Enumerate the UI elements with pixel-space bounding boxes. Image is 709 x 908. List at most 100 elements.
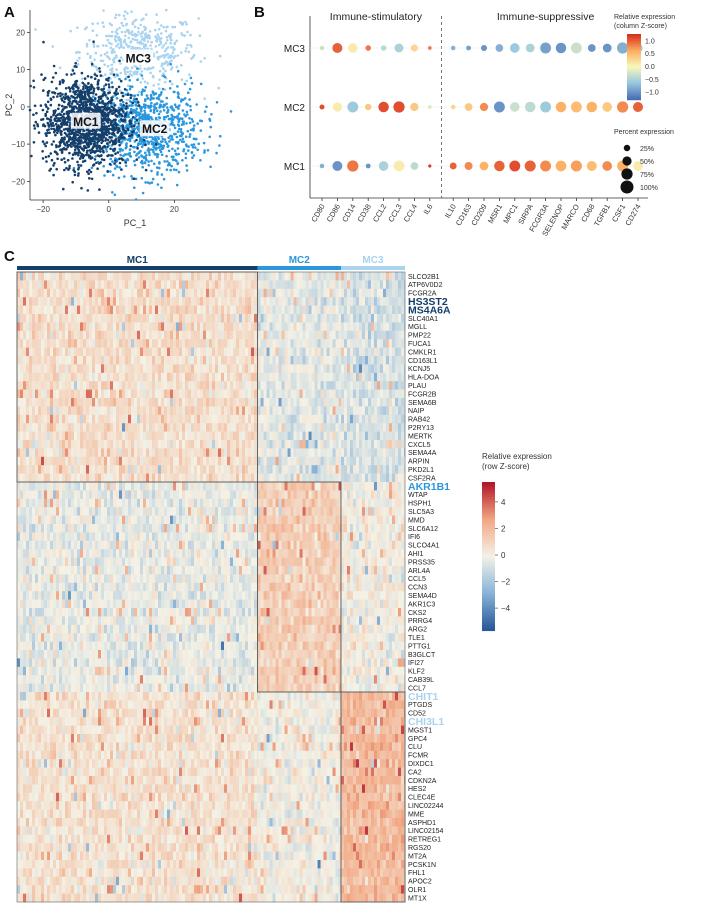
- point-mc1: [106, 97, 110, 100]
- point-mc2: [97, 116, 100, 119]
- heatmap-cell: [119, 347, 123, 357]
- point-mc2: [182, 148, 186, 151]
- point-mc1: [123, 114, 127, 118]
- point-mc1: [90, 117, 93, 120]
- dot: [347, 101, 359, 113]
- point-mc2: [142, 117, 145, 121]
- point-mc2: [168, 128, 171, 132]
- point-mc3: [101, 21, 104, 25]
- heatmap-cell: [224, 339, 228, 348]
- heatmap-cell: [170, 297, 174, 306]
- point-mc2: [203, 151, 206, 154]
- heatmap-cell: [80, 288, 84, 298]
- point-mc1: [140, 121, 144, 124]
- heatmap-cell: [287, 305, 291, 315]
- point-mc1: [74, 145, 78, 148]
- point-mc2: [120, 140, 124, 143]
- point-mc3: [163, 56, 166, 59]
- point-mc2: [139, 119, 143, 123]
- heatmap-cell: [182, 389, 186, 399]
- heatmap-cell: [161, 339, 165, 348]
- point-mc3: [203, 57, 206, 60]
- point-mc2: [199, 159, 202, 162]
- point-mc3: [114, 54, 118, 57]
- point-mc1: [87, 119, 91, 123]
- point-mc1: [90, 116, 94, 120]
- point-mc1: [124, 112, 128, 115]
- heatmap-cell: [254, 381, 258, 390]
- point-mc1: [93, 104, 96, 108]
- point-mc1: [122, 128, 126, 132]
- point-mc1: [63, 123, 66, 126]
- size-legend-dot: [622, 156, 632, 166]
- heatmap-cell: [373, 297, 378, 306]
- point-mc2: [162, 109, 166, 112]
- heatmap-cell: [349, 305, 354, 315]
- heatmap-cell: [62, 297, 66, 306]
- heatmap-cell: [146, 364, 150, 374]
- heatmap-cell: [164, 322, 168, 332]
- point-mc1: [106, 106, 110, 109]
- heatmap-cell: [59, 398, 63, 407]
- heatmap-cell: [346, 305, 351, 315]
- point-mc2: [137, 128, 141, 132]
- heatmap-cell: [391, 398, 396, 407]
- point-mc3: [139, 53, 143, 56]
- point-mc1: [77, 120, 80, 124]
- heatmap-cell: [203, 288, 207, 298]
- heatmap-cell: [167, 288, 171, 298]
- point-mc1: [79, 134, 82, 138]
- heatmap-cell: [323, 364, 327, 374]
- point-mc2: [137, 113, 140, 117]
- point-mc3: [109, 77, 112, 80]
- point-mc2: [126, 153, 130, 156]
- heatmap-cell: [257, 305, 258, 315]
- heatmap-cell: [317, 288, 321, 298]
- heatmap-cell: [266, 272, 270, 281]
- point-mc1: [91, 85, 94, 89]
- heatmap-cell: [197, 272, 201, 281]
- colorbar-segment: [627, 98, 641, 101]
- point-mc1: [95, 74, 99, 78]
- point-mc1: [74, 130, 78, 133]
- heatmap-cell: [83, 314, 87, 323]
- point-mc1: [131, 116, 135, 119]
- point-mc2: [122, 129, 126, 132]
- point-mc1: [78, 140, 82, 143]
- point-mc2: [133, 140, 137, 143]
- point-mc1: [101, 119, 105, 123]
- point-mc2: [179, 138, 182, 142]
- heatmap-cell: [29, 314, 33, 323]
- point-mc1: [49, 118, 52, 121]
- point-mc1: [106, 128, 109, 131]
- point-mc1: [101, 113, 105, 116]
- heatmap-cell: [293, 288, 297, 298]
- point-mc1: [79, 124, 83, 128]
- heatmap-cell: [385, 280, 390, 290]
- heatmap-cell: [68, 272, 72, 281]
- heatmap-cell: [245, 322, 249, 332]
- heatmap-cell: [257, 330, 258, 340]
- point-mc1: [100, 119, 104, 122]
- heatmap-cell: [275, 364, 279, 374]
- heatmap-cell: [95, 305, 99, 315]
- heatmap-cell: [302, 372, 306, 382]
- point-mc3: [138, 55, 141, 58]
- heatmap-cell: [38, 322, 42, 332]
- heatmap-cell: [373, 389, 378, 399]
- point-mc3: [168, 60, 172, 64]
- heatmap-cell: [173, 356, 177, 365]
- point-mc1: [94, 116, 98, 119]
- point-mc2: [163, 75, 167, 79]
- heatmap-cell: [215, 364, 219, 374]
- heatmap-cell: [224, 272, 228, 281]
- point-mc2: [132, 98, 136, 102]
- point-mc1: [66, 145, 69, 149]
- point-mc3: [132, 63, 136, 67]
- heatmap-cell: [239, 314, 243, 323]
- point-mc2: [161, 137, 165, 141]
- point-mc1: [82, 133, 85, 136]
- heatmap-cell: [332, 356, 336, 365]
- heatmap-cell: [80, 330, 84, 340]
- point-mc1: [78, 93, 82, 96]
